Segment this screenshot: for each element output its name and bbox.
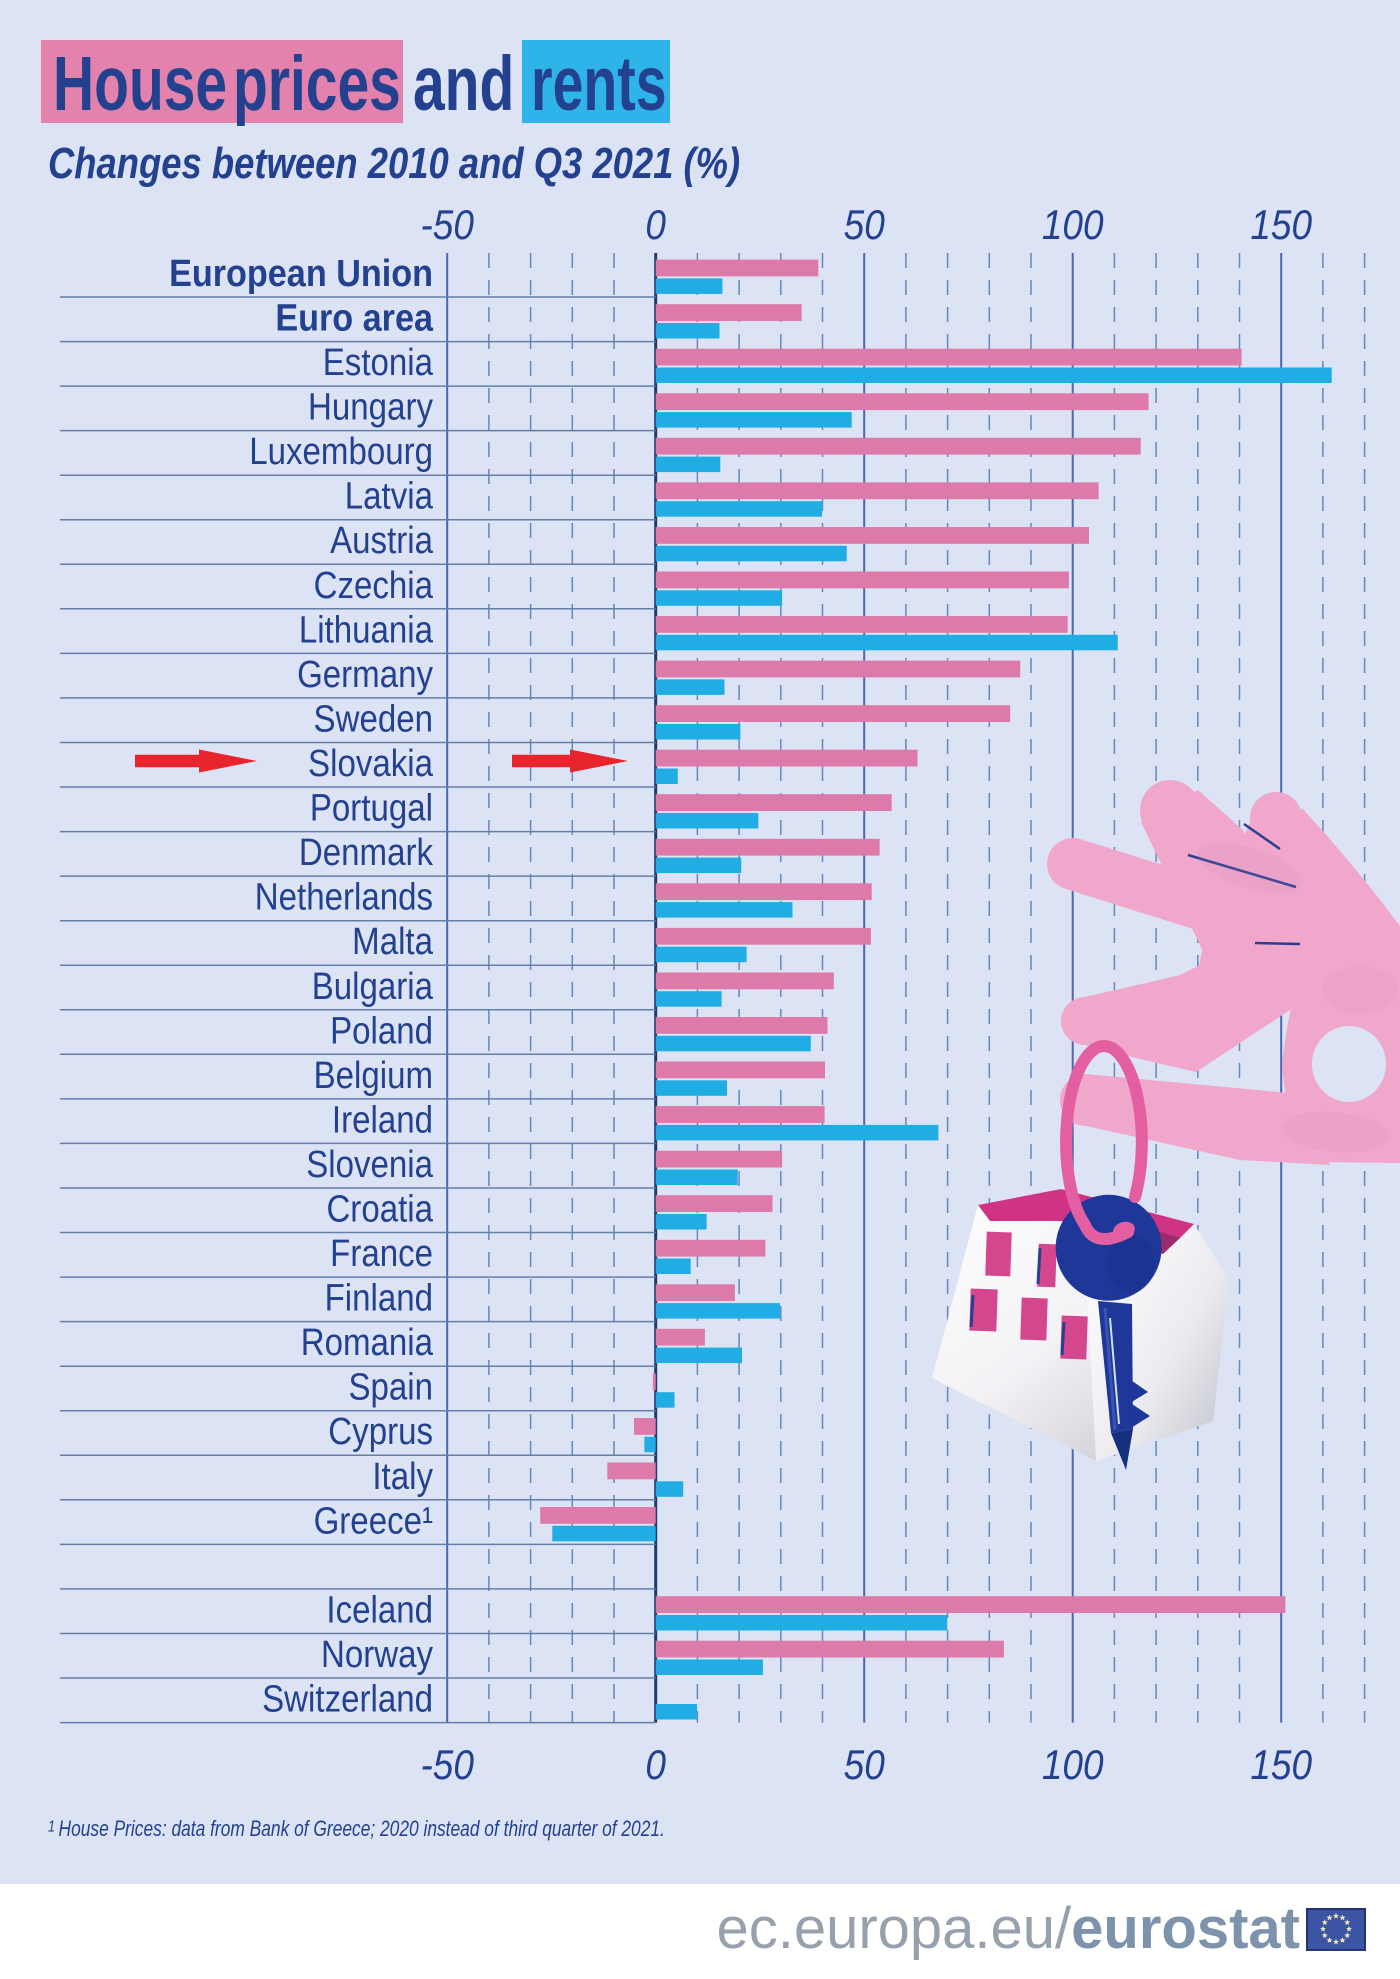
svg-text:Austria: Austria bbox=[330, 519, 433, 562]
svg-text:0: 0 bbox=[645, 202, 666, 249]
svg-text:Switzerland: Switzerland bbox=[262, 1677, 433, 1720]
svg-text:Slovenia: Slovenia bbox=[306, 1143, 433, 1186]
svg-text:Portugal: Portugal bbox=[310, 786, 433, 829]
svg-text:Germany: Germany bbox=[297, 653, 433, 696]
svg-text:50: 50 bbox=[844, 1742, 885, 1789]
svg-text:100: 100 bbox=[1042, 202, 1104, 249]
svg-text:prices: prices bbox=[233, 42, 401, 127]
svg-text:Italy: Italy bbox=[372, 1455, 433, 1498]
svg-text:Iceland: Iceland bbox=[326, 1588, 433, 1631]
svg-text:Croatia: Croatia bbox=[326, 1187, 433, 1230]
svg-text:100: 100 bbox=[1042, 1742, 1104, 1789]
svg-text:Belgium: Belgium bbox=[314, 1054, 433, 1097]
svg-text:-50: -50 bbox=[420, 202, 473, 249]
svg-text:Luxembourg: Luxembourg bbox=[249, 430, 433, 473]
svg-text:rents: rents bbox=[531, 41, 667, 127]
svg-text:Estonia: Estonia bbox=[323, 341, 433, 384]
svg-text:Greece¹: Greece¹ bbox=[314, 1499, 434, 1542]
svg-text:150: 150 bbox=[1250, 1742, 1312, 1789]
svg-text:Finland: Finland bbox=[325, 1276, 433, 1319]
svg-text:Changes between 2010 and Q3 20: Changes between 2010 and Q3 2021 (%) bbox=[48, 138, 740, 188]
svg-text:House: House bbox=[53, 42, 227, 127]
svg-text:150: 150 bbox=[1250, 202, 1312, 249]
svg-text:Bulgaria: Bulgaria bbox=[312, 965, 433, 1008]
svg-text:Malta: Malta bbox=[352, 920, 433, 963]
svg-text:Sweden: Sweden bbox=[314, 697, 433, 740]
svg-text:Euro area: Euro area bbox=[275, 296, 434, 339]
svg-text:Czechia: Czechia bbox=[314, 564, 434, 607]
svg-text:ec.europa.eu/eurostat: ec.europa.eu/eurostat bbox=[716, 1896, 1300, 1961]
svg-text:Latvia: Latvia bbox=[345, 475, 433, 518]
svg-text:Slovakia: Slovakia bbox=[308, 742, 433, 785]
svg-text:Lithuania: Lithuania bbox=[299, 608, 433, 651]
svg-text:1 House Prices: data from Bank: 1 House Prices: data from Bank of Greece… bbox=[48, 1817, 665, 1841]
svg-text:0: 0 bbox=[645, 1742, 666, 1789]
svg-text:Hungary: Hungary bbox=[308, 385, 433, 428]
svg-text:and: and bbox=[413, 42, 514, 127]
svg-text:-50: -50 bbox=[420, 1742, 473, 1789]
svg-text:50: 50 bbox=[844, 202, 885, 249]
svg-text:Netherlands: Netherlands bbox=[255, 875, 433, 918]
svg-text:Norway: Norway bbox=[321, 1633, 433, 1676]
svg-text:Spain: Spain bbox=[348, 1366, 433, 1409]
svg-text:France: France bbox=[330, 1232, 433, 1275]
svg-text:Poland: Poland bbox=[330, 1009, 433, 1052]
svg-text:Romania: Romania bbox=[301, 1321, 433, 1364]
svg-text:European Union: European Union bbox=[169, 251, 433, 294]
svg-text:Ireland: Ireland bbox=[332, 1098, 433, 1141]
svg-text:Denmark: Denmark bbox=[299, 831, 433, 874]
svg-text:Cyprus: Cyprus bbox=[328, 1410, 433, 1453]
